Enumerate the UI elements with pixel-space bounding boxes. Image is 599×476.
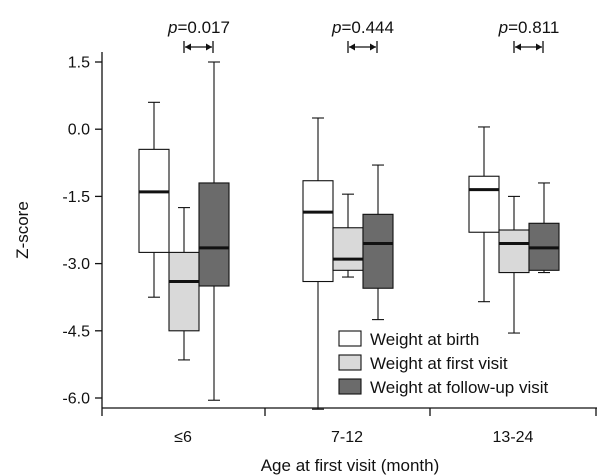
box-1-2 [168, 207, 200, 361]
boxes [138, 61, 560, 410]
legend-swatch [338, 354, 362, 371]
arrowhead-right [370, 43, 376, 51]
box-2-3 [362, 164, 394, 321]
p-symbol: p [331, 18, 341, 37]
y-tick-label: 1.5 [68, 55, 90, 72]
box-body [362, 213, 394, 289]
x-axis-title: Age at first visit (month) [261, 456, 440, 475]
arrowhead-left [515, 43, 521, 51]
p-symbol: p [167, 18, 177, 37]
box-3-3 [528, 182, 560, 274]
box-body [498, 229, 530, 274]
y-tick-label: -3.0 [62, 256, 90, 273]
x-tick-label: 7-12 [331, 429, 363, 446]
box-3-1 [468, 126, 500, 303]
y-tick-label: -6.0 [62, 391, 90, 408]
y-tick-label: -4.5 [62, 323, 90, 340]
p-value-label: p=0.444 [331, 18, 394, 37]
p-value: =0.811 [508, 18, 559, 37]
axes: 1.5 0.0 -1.5 -3.0 -4.5 -6.0 ≤6 7-12 13-24 Age at … [13, 52, 597, 475]
box-3-2 [498, 195, 530, 334]
box-body [332, 227, 364, 271]
box-body [302, 180, 334, 283]
p-value-label: p=0.017 [167, 18, 230, 37]
legend-label: Weight at first visit [370, 354, 508, 373]
x-tick-label: 13-24 [493, 429, 534, 446]
p-value: =0.017 [177, 18, 229, 37]
x-tick-label: ≤6 [174, 429, 192, 446]
box-2-1 [302, 117, 334, 410]
p-symbol: p [498, 18, 508, 37]
box-body [168, 251, 200, 332]
box-1-1 [138, 101, 170, 298]
p-value: =0.444 [341, 18, 393, 37]
box-body [198, 182, 230, 287]
legend: Weight at birth Weight at first visit Weig… [338, 330, 549, 397]
y-axis-title: Z-score [13, 201, 32, 259]
box-body [468, 175, 500, 233]
legend-swatch [338, 330, 362, 347]
y-tick-label: -1.5 [62, 189, 90, 206]
y-tick-label: 0.0 [68, 122, 90, 139]
legend-label: Weight at birth [370, 330, 479, 349]
arrowhead-right [206, 43, 212, 51]
p-value-label: p=0.811 [498, 18, 560, 37]
arrowhead-left [185, 43, 191, 51]
box-body [138, 148, 170, 253]
p-value-annotations: p=0.017 p=0.444 p=0.811 [167, 18, 559, 53]
arrowhead-left [349, 43, 355, 51]
legend-label: Weight at follow-up visit [370, 378, 549, 397]
box-2-2 [332, 193, 364, 278]
legend-swatch [338, 378, 362, 395]
arrowhead-right [536, 43, 542, 51]
box-1-3 [198, 61, 230, 401]
